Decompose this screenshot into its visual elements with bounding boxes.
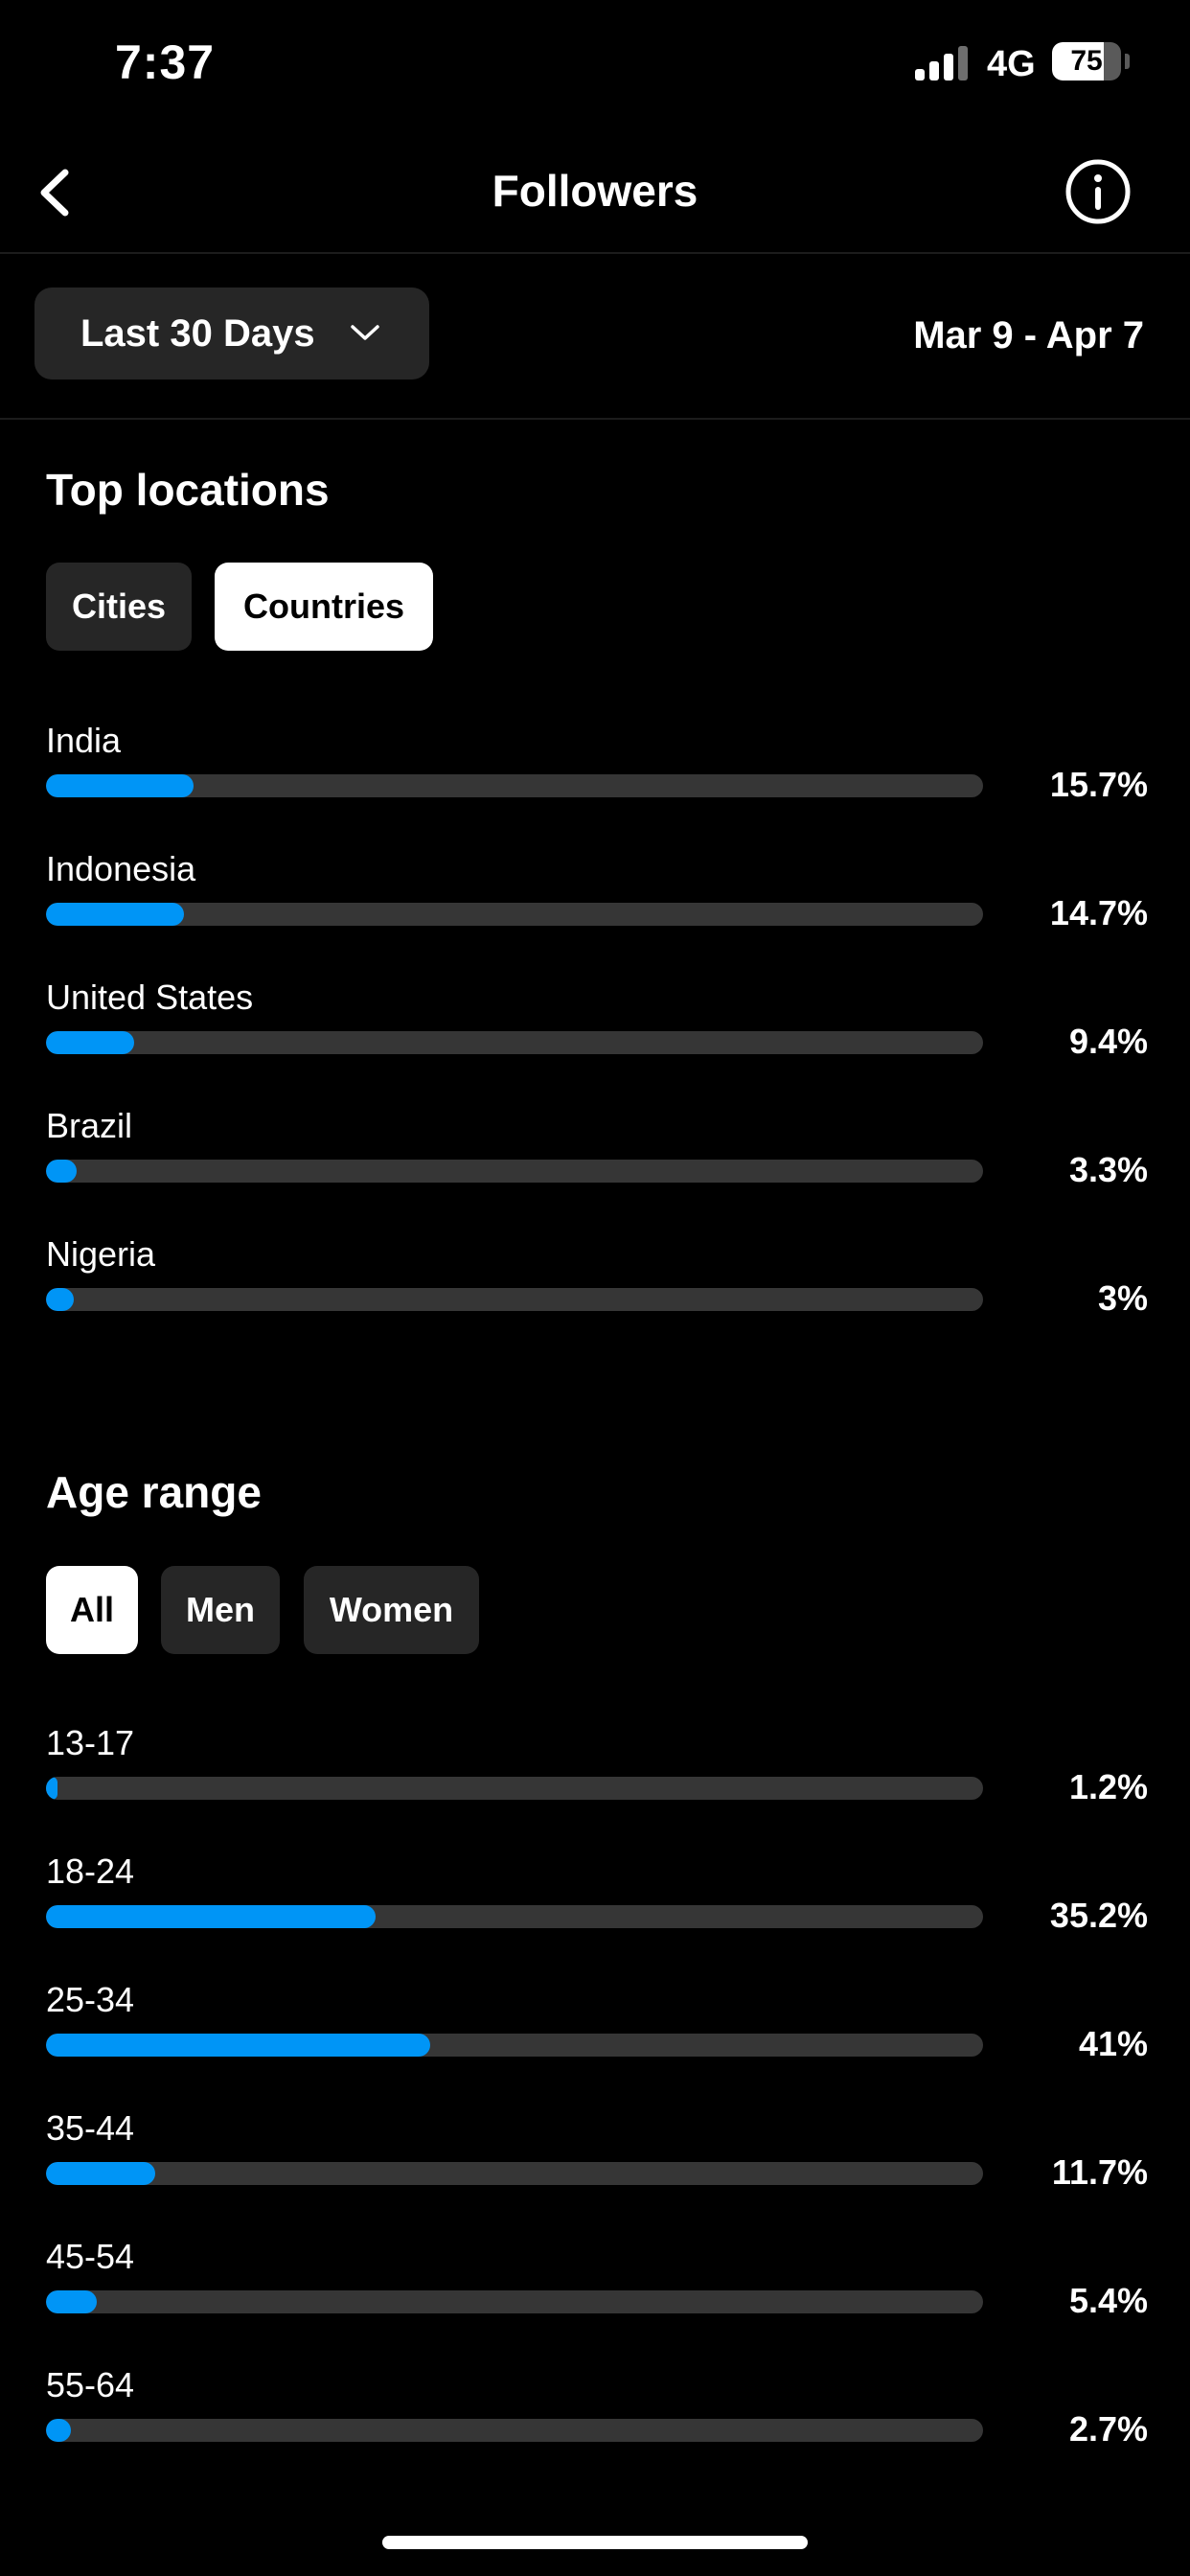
age-percent: 11.7% — [1051, 2152, 1148, 2192]
location-bar-fill — [46, 774, 194, 797]
age-label: 18-24 — [46, 1852, 135, 1891]
age-bar-fill — [46, 2290, 97, 2313]
info-button[interactable] — [1062, 155, 1134, 228]
age-label: 25-34 — [46, 1980, 135, 2019]
battery-cap — [1125, 54, 1130, 69]
tab-women-label: Women — [329, 1590, 454, 1629]
age-percent: 35.2% — [1049, 1896, 1148, 1935]
location-label: Brazil — [46, 1106, 133, 1145]
status-bar: 7:37 4G 75 — [0, 0, 1190, 134]
location-bar-fill — [46, 1288, 75, 1311]
age-label: 45-54 — [46, 2237, 135, 2276]
status-time: 7:37 — [115, 35, 216, 89]
tab-cities[interactable]: Cities — [46, 563, 192, 651]
age-row: 25-34 41% — [46, 1980, 1148, 2085]
location-bar-track — [46, 1160, 983, 1183]
age-percent: 41% — [1078, 2024, 1148, 2063]
age-row: 18-24 35.2% — [46, 1852, 1148, 1957]
location-bar-track — [46, 1031, 983, 1054]
location-percent: 15.7% — [1049, 765, 1148, 804]
age-bar-track — [46, 1777, 983, 1800]
location-row: Brazil 3.3% — [46, 1106, 1148, 1211]
location-bar-track — [46, 1288, 983, 1311]
age-bar-fill — [46, 2419, 72, 2442]
page-title: Followers — [492, 166, 698, 216]
location-percent: 14.7% — [1049, 893, 1148, 932]
top-locations-title: Top locations — [46, 465, 330, 515]
location-percent: 9.4% — [1068, 1022, 1148, 1061]
back-button[interactable] — [29, 159, 96, 226]
age-percent: 1.2% — [1068, 1767, 1148, 1806]
tab-all-label: All — [69, 1590, 114, 1629]
location-bar-fill — [46, 1031, 134, 1054]
location-bar-fill — [46, 903, 184, 926]
location-bar-track — [46, 774, 983, 797]
date-range-text: Mar 9 - Apr 7 — [913, 314, 1144, 356]
age-bar-track — [46, 2162, 983, 2185]
home-indicator[interactable] — [382, 2536, 808, 2549]
age-bar-fill — [46, 2034, 430, 2057]
chevron-down-icon — [351, 325, 379, 340]
tab-countries-label: Countries — [242, 586, 404, 626]
location-label: Nigeria — [46, 1234, 156, 1274]
age-row: 13-17 1.2% — [46, 1723, 1148, 1828]
cellular-signal-icon — [915, 46, 969, 80]
age-row: 55-64 2.7% — [46, 2365, 1148, 2471]
location-label: India — [46, 721, 122, 760]
location-row: United States 9.4% — [46, 978, 1148, 1083]
tab-all[interactable]: All — [46, 1566, 138, 1654]
age-label: 13-17 — [46, 1723, 135, 1762]
location-label: United States — [46, 978, 254, 1017]
age-range-title: Age range — [46, 1467, 262, 1517]
tab-cities-label: Cities — [71, 586, 167, 626]
location-row: India 15.7% — [46, 721, 1148, 826]
network-type: 4G — [987, 44, 1036, 84]
age-label: 35-44 — [46, 2108, 135, 2148]
tab-women[interactable]: Women — [304, 1566, 479, 1654]
age-bar-track — [46, 2290, 983, 2313]
tab-men-label: Men — [186, 1590, 255, 1629]
age-row: 45-54 5.4% — [46, 2237, 1148, 2342]
age-bar-fill — [46, 2162, 156, 2185]
location-row: Nigeria 3% — [46, 1234, 1148, 1340]
tab-countries[interactable]: Countries — [215, 563, 433, 651]
info-circle-icon — [1065, 159, 1131, 224]
location-label: Indonesia — [46, 849, 196, 888]
age-bar-track — [46, 2034, 983, 2057]
age-bar-track — [46, 1905, 983, 1928]
age-label: 55-64 — [46, 2365, 135, 2404]
nav-header: Followers — [0, 134, 1190, 254]
tab-men[interactable]: Men — [161, 1566, 280, 1654]
location-percent: 3% — [1097, 1278, 1148, 1318]
location-row: Indonesia 14.7% — [46, 849, 1148, 954]
filter-row: Last 30 Days Mar 9 - Apr 7 — [0, 255, 1190, 420]
age-bar-fill — [46, 1777, 57, 1800]
date-range-dropdown[interactable]: Last 30 Days — [34, 288, 429, 380]
age-percent: 2.7% — [1068, 2409, 1148, 2449]
location-bar-track — [46, 903, 983, 926]
age-bar-fill — [46, 1905, 377, 1928]
location-percent: 3.3% — [1068, 1150, 1148, 1189]
battery-icon: 75 — [1052, 42, 1121, 80]
age-percent: 5.4% — [1068, 2281, 1148, 2320]
location-bar-fill — [46, 1160, 78, 1183]
age-bar-track — [46, 2419, 983, 2442]
battery-level: 75 — [1070, 45, 1103, 77]
age-row: 35-44 11.7% — [46, 2108, 1148, 2214]
date-range-label: Last 30 Days — [80, 312, 315, 355]
chevron-left-icon — [40, 169, 69, 217]
